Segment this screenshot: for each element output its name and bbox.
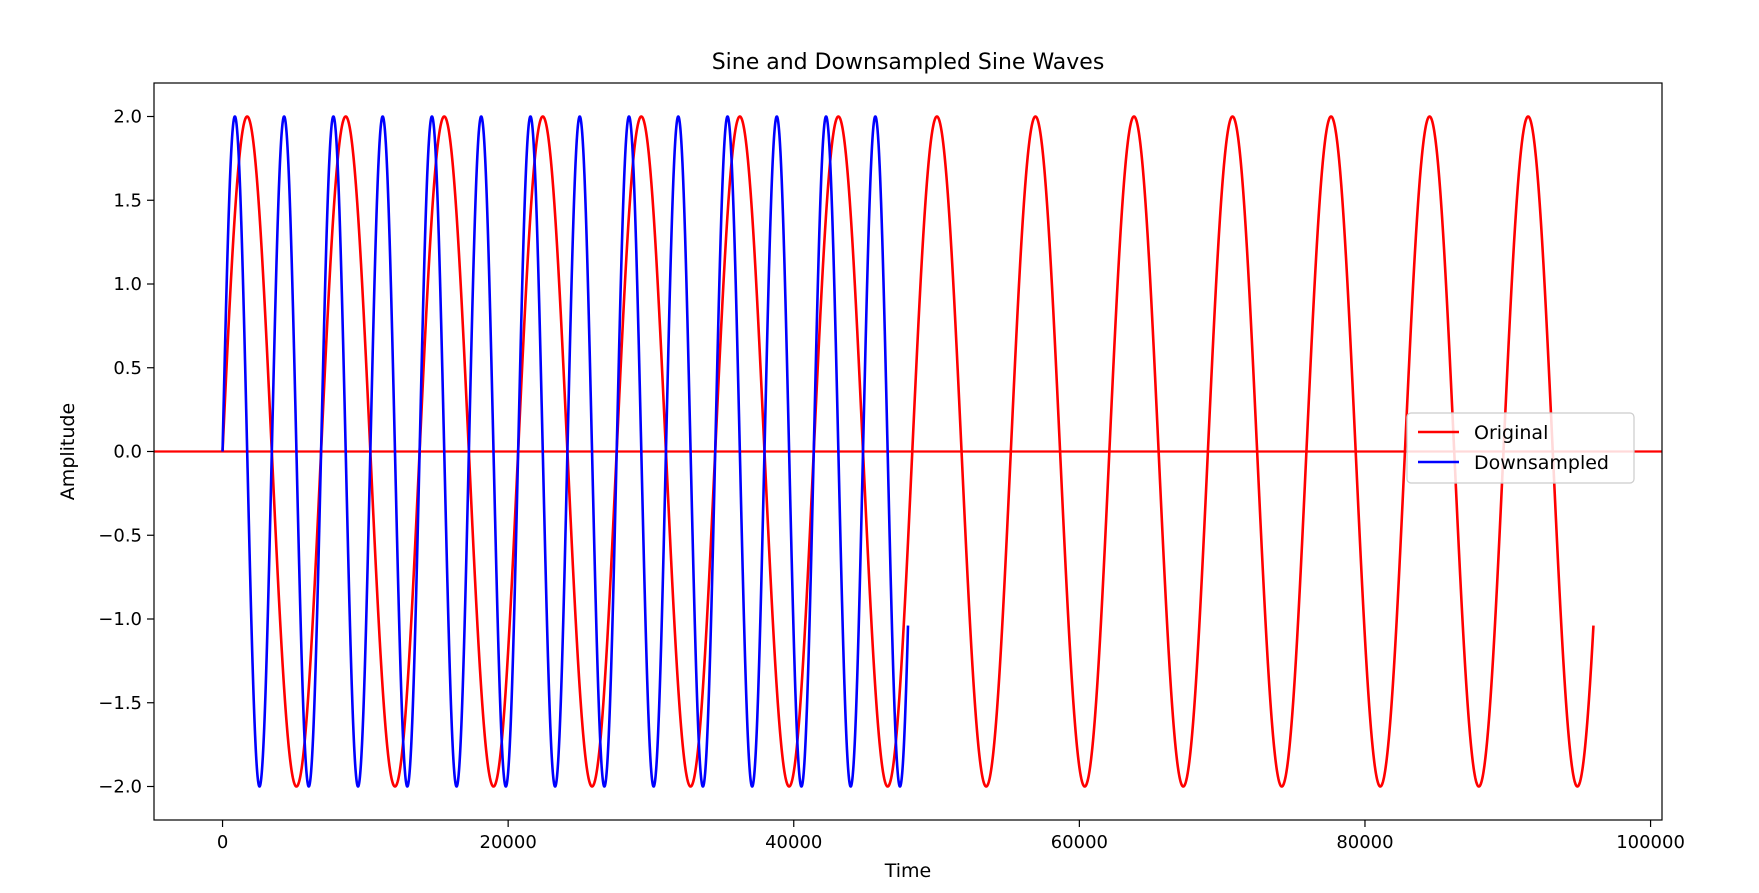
x-tick-label: 100000: [1616, 832, 1685, 853]
legend-box: [1406, 412, 1635, 484]
x-tick-label: 60000: [1051, 832, 1108, 853]
y-tick-label: −0.5: [98, 525, 142, 546]
y-tick-label: 1.0: [113, 274, 142, 295]
x-tick-label: 40000: [765, 832, 822, 853]
y-tick-label: 0.0: [113, 442, 142, 463]
x-tick-label: 20000: [480, 832, 537, 853]
series-line-original: [221, 115, 1595, 788]
y-tick-label: −1.0: [98, 609, 142, 630]
y-tick-label: −1.5: [98, 693, 142, 714]
legend: Original Downsampled: [1406, 412, 1635, 484]
x-tick-label: 80000: [1336, 832, 1393, 853]
y-tick-label: 0.5: [113, 358, 142, 379]
y-axis-label: Amplitude: [57, 403, 79, 500]
y-tick-label: −2.0: [98, 777, 142, 798]
legend-label-original: Original: [1474, 422, 1548, 444]
x-axis-label: Time: [884, 860, 932, 882]
x-tick-label: 0: [217, 832, 228, 853]
y-tick-label: 2.0: [113, 107, 142, 128]
series-line-downsampled: [221, 115, 910, 788]
y-tick-label: 1.5: [113, 190, 142, 211]
legend-label-downsampled: Downsampled: [1474, 452, 1609, 474]
chart-title: Sine and Downsampled Sine Waves: [712, 50, 1105, 75]
